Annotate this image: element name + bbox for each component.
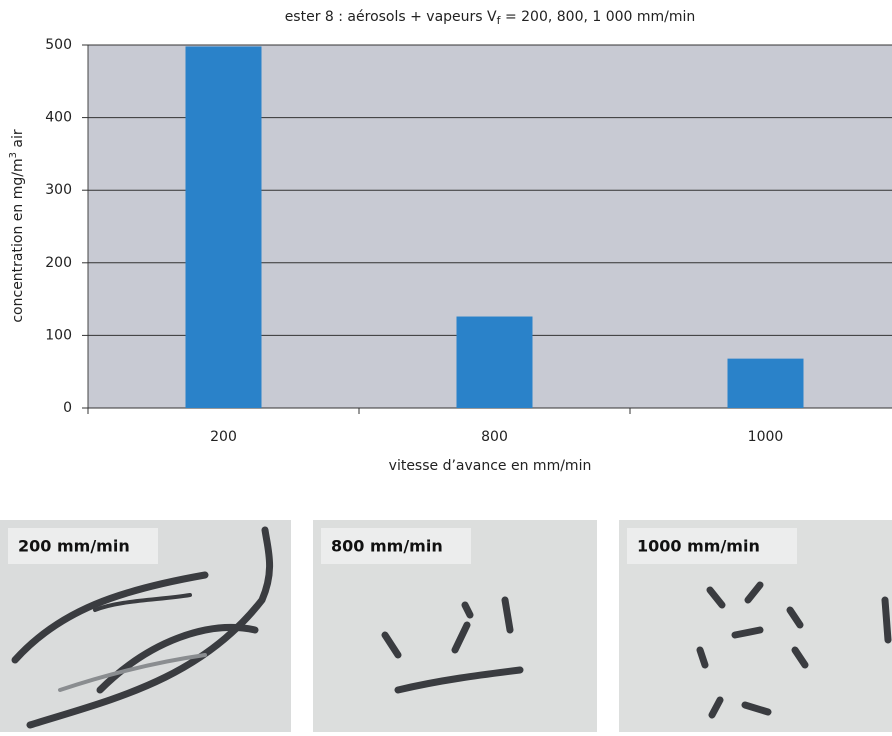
- photos: 200 mm/min 800 mm/min 1000 mm/min: [0, 520, 892, 732]
- y-tick-label: 0: [63, 400, 72, 416]
- chart-title: ester 8 : aérosols + vapeurs Vf = 200, 8…: [285, 9, 696, 27]
- x-tick-label: 200: [210, 429, 237, 445]
- y-axis-label: concentration en mg/m3 air: [8, 129, 26, 323]
- photo-label: 1000 mm/min: [637, 537, 760, 556]
- y-label-text: concentration en mg/m: [10, 158, 26, 322]
- page: ester 8 : aérosols + vapeurs Vf = 200, 8…: [0, 0, 892, 732]
- title-text: ester 8 : aérosols + vapeurs V: [285, 9, 497, 25]
- title-text: = 200, 800, 1 000 mm/min: [501, 9, 696, 25]
- bar: [186, 46, 262, 408]
- chart: ester 8 : aérosols + vapeurs Vf = 200, 8…: [0, 0, 892, 732]
- photo-label: 200 mm/min: [18, 537, 130, 556]
- photo-label: 800 mm/min: [331, 537, 443, 556]
- y-tick-label: 500: [45, 37, 72, 53]
- bar: [457, 317, 533, 408]
- y-tick-label: 400: [45, 110, 72, 126]
- y-tick-label: 100: [45, 327, 72, 343]
- y-tick-label: 300: [45, 182, 72, 198]
- x-axis-label: vitesse d’avance en mm/min: [389, 458, 592, 474]
- y-label-text: air: [10, 129, 26, 152]
- x-tick-label: 800: [481, 429, 508, 445]
- bar: [728, 359, 804, 408]
- y-tick-label: 200: [45, 255, 72, 271]
- x-tick-label: 1000: [748, 429, 784, 445]
